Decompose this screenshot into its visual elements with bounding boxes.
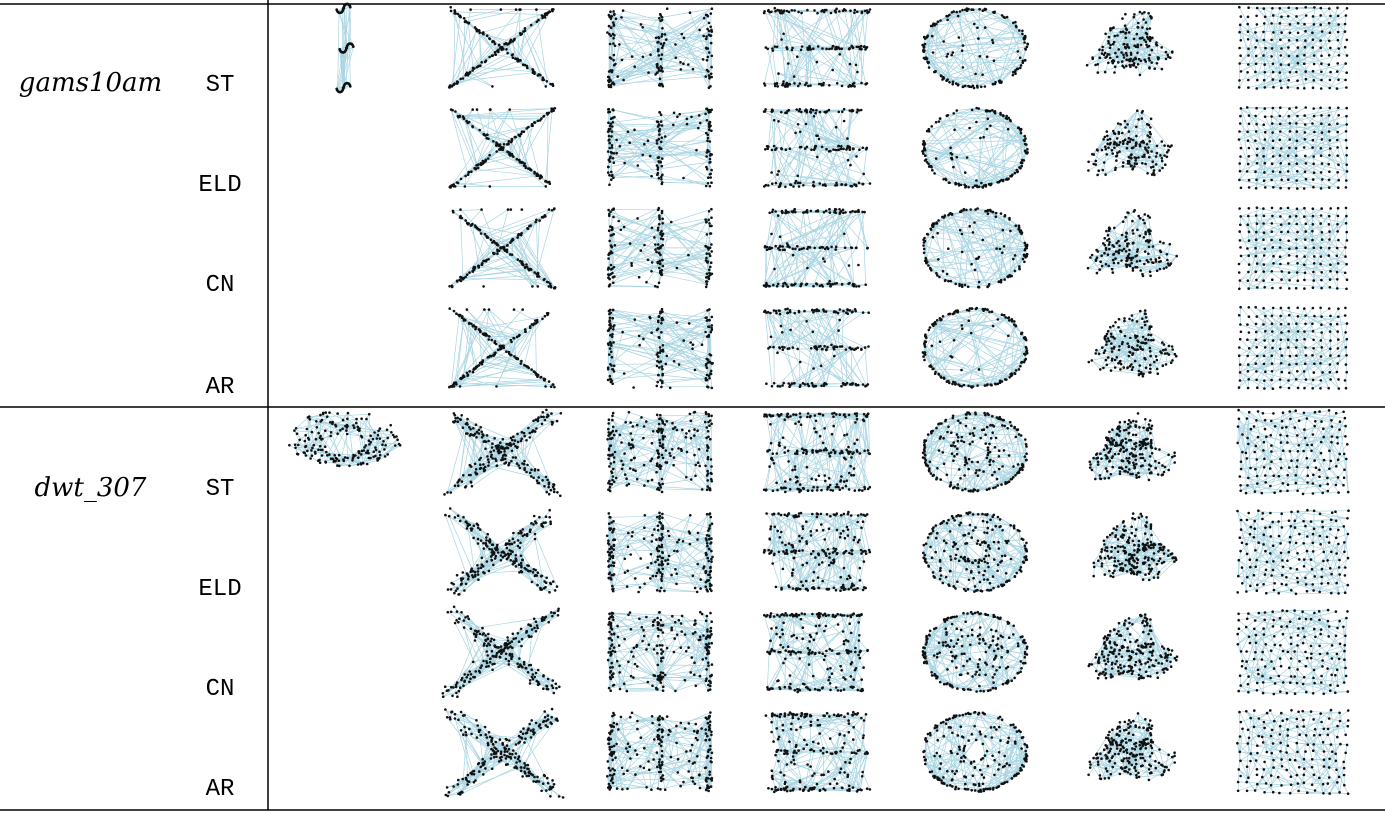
graph-layout-dwt_307-st-3: [763, 412, 871, 494]
graph-layout-dwt_307-ar-5: [1087, 712, 1176, 781]
graph-layout-gams10am-eld-1: [449, 107, 557, 189]
graph-layout-gams10am-cn-5: [1087, 209, 1178, 277]
graph-layout-gams10am-ar-6: [1238, 306, 1349, 390]
graph-layout-gams10am-st-2: [606, 7, 713, 89]
reference-layout-dwt_307: [288, 411, 401, 467]
method-label-cn: CN: [175, 676, 265, 703]
graph-layout-gams10am-st-5: [1086, 11, 1174, 76]
graph-layout-gams10am-eld-2: [607, 108, 713, 188]
graph-layout-dwt_307-eld-3: [763, 511, 871, 592]
reference-layout-gams10am: [335, 3, 354, 94]
graph-layout-dwt_307-cn-6: [1236, 609, 1349, 696]
method-label-ar: AR: [175, 776, 265, 803]
graph-layout-dwt_307-ar-4: [922, 711, 1028, 793]
method-label-cn: CN: [175, 272, 265, 299]
graph-layout-gams10am-eld-5: [1087, 109, 1173, 176]
graph-layout-dwt_307-eld-4: [922, 511, 1028, 593]
graph-layout-dwt_307-st-1: [443, 409, 562, 498]
graph-layout-gams10am-cn-6: [1238, 206, 1349, 290]
graph-layout-gams10am-ar-4: [922, 307, 1029, 389]
graph-layout-dwt_307-cn-2: [607, 611, 713, 692]
graph-layout-gams10am-cn-1: [448, 207, 556, 289]
graph-layout-gams10am-cn-2: [607, 207, 713, 288]
graph-layout-gams10am-eld-6: [1238, 106, 1349, 190]
graph-layout-dwt_307-ar-1: [444, 708, 564, 799]
graph-layout-gams10am-st-4: [921, 7, 1029, 89]
graph-layout-gams10am-eld-4: [921, 107, 1029, 189]
method-label-st: ST: [175, 72, 265, 99]
dataset-label-gams10am: gams10am: [8, 68, 173, 98]
graph-layout-gams10am-cn-3: [763, 208, 869, 288]
graph-layout-gams10am-cn-4: [922, 207, 1028, 288]
method-label-eld: ELD: [175, 576, 265, 603]
graph-layout-dwt_307-cn-1: [442, 606, 561, 699]
graph-layout-gams10am-ar-3: [763, 308, 870, 389]
graph-layout-dwt_307-eld-6: [1236, 509, 1350, 595]
graph-layout-dwt_307-st-2: [606, 411, 713, 493]
graph-layout-dwt_307-st-5: [1089, 412, 1176, 481]
graph-layout-dwt_307-ar-2: [606, 711, 713, 792]
graph-layout-dwt_307-st-6: [1236, 409, 1349, 495]
graph-layout-gams10am-ar-2: [607, 308, 714, 389]
graph-layout-gams10am-st-3: [763, 7, 872, 88]
method-label-st: ST: [175, 476, 265, 503]
graph-layout-gams10am-st-6: [1238, 6, 1348, 90]
graph-layout-dwt_307-cn-5: [1088, 613, 1179, 680]
graph-layout-dwt_307-ar-3: [765, 711, 872, 793]
graph-layout-dwt_307-eld-5: [1092, 512, 1177, 581]
graph-layout-gams10am-st-1: [448, 6, 555, 89]
graph-layout-dwt_307-cn-4: [922, 611, 1029, 693]
graph-layout-dwt_307-st-4: [922, 411, 1028, 493]
method-label-eld: ELD: [175, 172, 265, 199]
graph-layout-gams10am-eld-3: [763, 108, 872, 188]
graph-layout-dwt_307-eld-2: [606, 512, 714, 594]
graph-layout-dwt_307-ar-6: [1236, 709, 1349, 795]
graph-layout-gams10am-ar-5: [1088, 309, 1178, 377]
dataset-label-dwt-307: dwt_307: [8, 473, 173, 503]
graph-layout-gams10am-ar-1: [448, 307, 556, 388]
graph-layout-dwt_307-eld-1: [444, 507, 558, 596]
graph-layout-dwt_307-cn-3: [763, 612, 869, 693]
method-label-ar: AR: [175, 374, 265, 401]
